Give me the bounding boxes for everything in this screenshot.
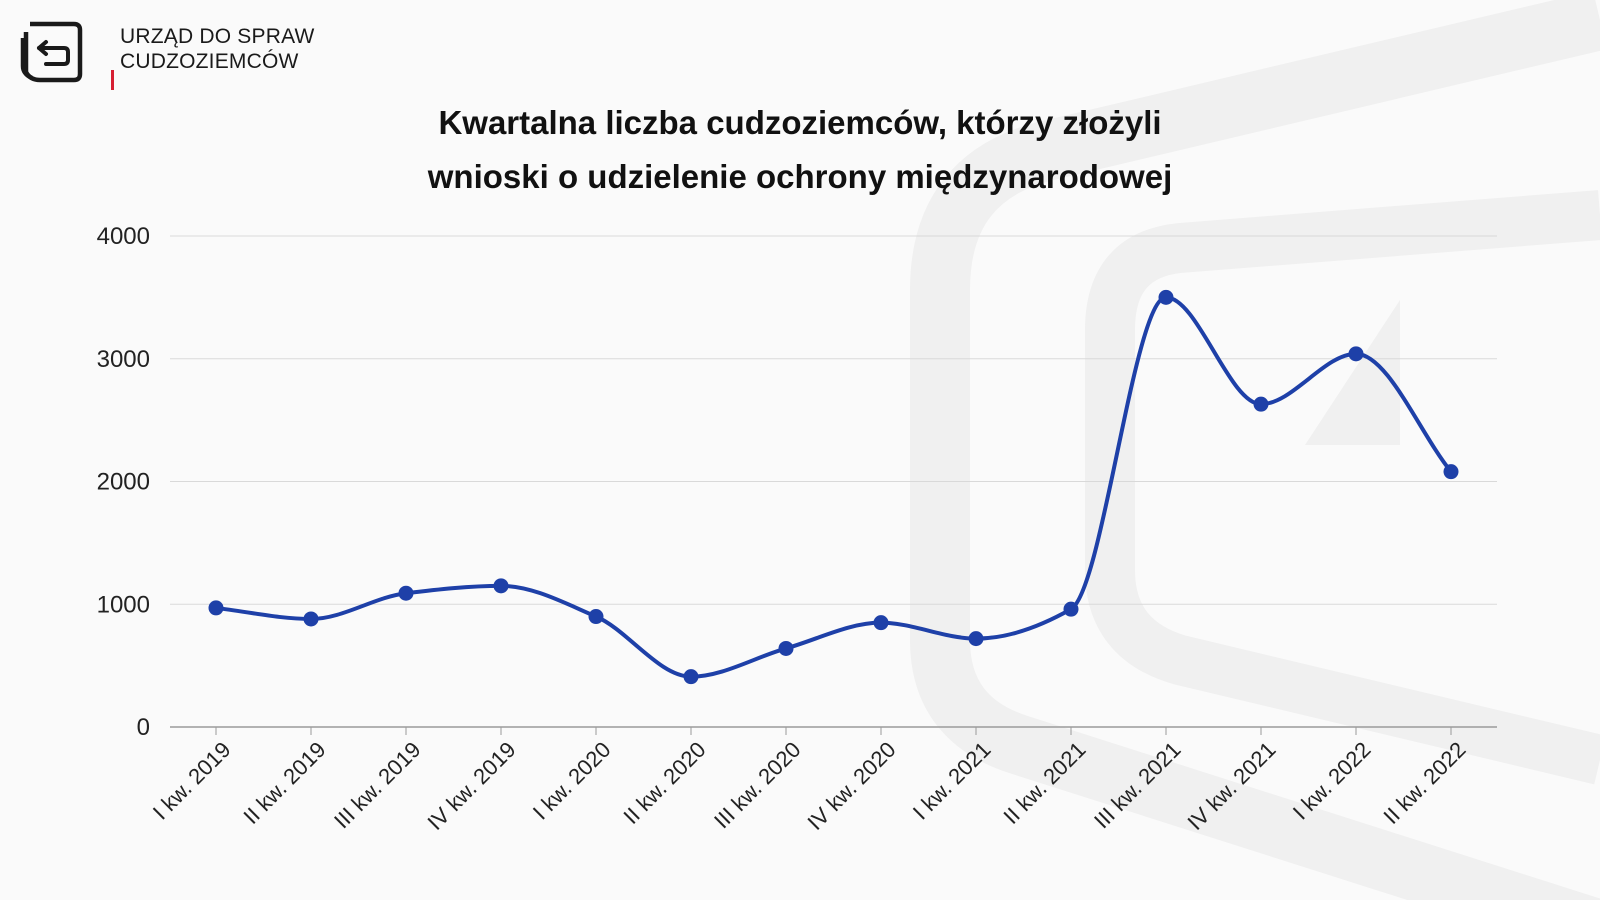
x-tick-label: II kw. 2020 (618, 737, 710, 829)
data-point (968, 631, 984, 647)
data-point (493, 578, 509, 594)
chart-title-line2: wnioski o udzielenie ochrony międzynarod… (427, 158, 1173, 195)
x-tick-label: I kw. 2022 (1288, 737, 1376, 825)
data-point (1158, 289, 1174, 305)
office-name-line2: CUDZOZIEMCÓW (120, 50, 299, 73)
data-point (588, 609, 604, 625)
logo-accent-bar (111, 70, 114, 90)
y-axis-labels: 0 1000 2000 3000 4000 (97, 223, 150, 741)
chart-title: Kwartalna liczba cudzoziemców, którzy zł… (300, 96, 1300, 204)
logo: URZĄD DO SPRAW CUDZOZIEMCÓW (20, 18, 330, 90)
y-tick-label: 2000 (97, 469, 150, 496)
x-tick-label: IV kw. 2020 (802, 737, 900, 835)
chart-gridlines (170, 235, 1497, 728)
x-tick-label: I kw. 2021 (908, 737, 996, 825)
x-tick-label: II kw. 2019 (238, 737, 330, 829)
y-tick-label: 1000 (97, 591, 150, 618)
x-tick-label: III kw. 2021 (1089, 737, 1185, 833)
data-point (1443, 464, 1459, 480)
data-point (1063, 601, 1079, 617)
data-point (208, 600, 224, 616)
x-tick-label: III kw. 2020 (709, 737, 805, 833)
x-tick-label: I kw. 2020 (528, 737, 616, 825)
x-tick-label: IV kw. 2021 (1182, 737, 1280, 835)
chart-title-line1: Kwartalna liczba cudzoziemców, którzy zł… (438, 104, 1162, 141)
series-points (208, 289, 1459, 685)
data-point (778, 640, 794, 656)
y-tick-label: 3000 (97, 346, 150, 373)
data-point (1348, 346, 1364, 362)
y-tick-label: 0 (137, 714, 150, 741)
office-name: URZĄD DO SPRAW CUDZOZIEMCÓW (120, 24, 315, 74)
y-tick-label: 4000 (97, 223, 150, 250)
x-tick-label: III kw. 2019 (329, 737, 425, 833)
data-point (1253, 396, 1269, 412)
x-tick-label: IV kw. 2019 (422, 737, 520, 835)
office-logo-icon (20, 21, 83, 83)
data-point (873, 615, 889, 631)
series-line (214, 295, 1453, 679)
data-point (683, 669, 699, 685)
office-name-line1: URZĄD DO SPRAW (120, 25, 315, 48)
x-tick-label: I kw. 2019 (148, 737, 236, 825)
x-tick-label: II kw. 2022 (1378, 737, 1470, 829)
data-point (398, 585, 414, 601)
x-tick-label: II kw. 2021 (998, 737, 1090, 829)
data-point (303, 611, 319, 627)
